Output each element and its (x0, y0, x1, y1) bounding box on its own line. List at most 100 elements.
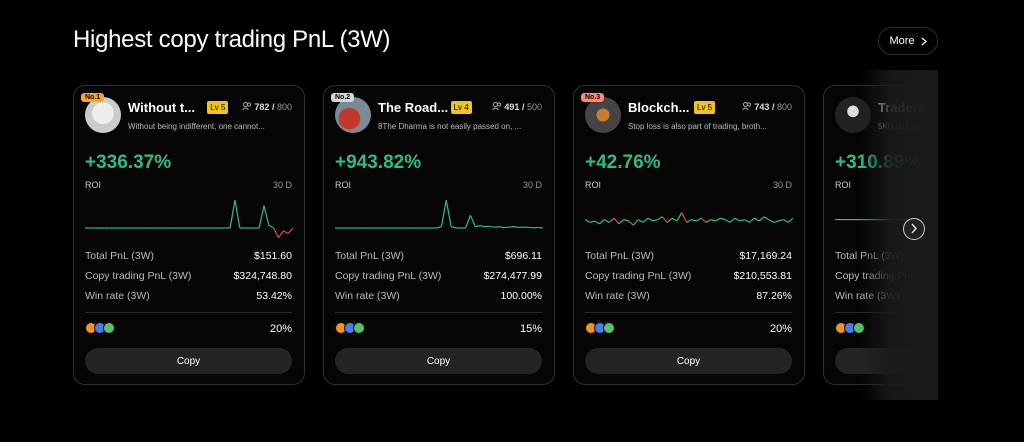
sparkline-segment (229, 199, 236, 229)
stat-label: Copy trading PnL (3W) (335, 270, 442, 282)
sparkline-segment (661, 216, 668, 223)
roi-sparkline (585, 212, 793, 226)
sparkline-segment (695, 217, 702, 222)
trader-card: No.2 The Road... Lv 4 491 / 500 8The Dharma… (323, 85, 555, 385)
sparkline-segment (509, 226, 515, 228)
sparkline-segment (739, 219, 745, 222)
sparkline-segment (589, 220, 595, 223)
trader-name[interactable]: The Road... (378, 100, 449, 115)
sparkline-segment (599, 219, 605, 225)
period: 30 D (272, 180, 292, 190)
sparkline-segment (277, 230, 284, 238)
trader-name[interactable]: Without t... (128, 100, 196, 115)
stat-value: $151.60 (254, 250, 292, 262)
roi-value: +42.76% (585, 152, 661, 173)
stat-label: Total PnL (3W) (85, 250, 155, 262)
sparkline-segment (763, 216, 770, 221)
follower-capacity: 800 (276, 102, 292, 112)
sparkline-segment (787, 217, 793, 223)
level-badge: Lv 5 (207, 101, 229, 114)
sparkline-segment (613, 217, 620, 225)
sparkline-segment (287, 227, 293, 234)
sparkline-segment (513, 226, 519, 229)
rank-badge: No.2 (331, 93, 355, 102)
sparkline-segment (445, 199, 452, 227)
next-arrow[interactable] (903, 218, 925, 240)
sparkline-segment (691, 219, 697, 222)
sparkline-segment (538, 226, 543, 229)
roi-sparkline (335, 199, 543, 229)
followers-icon (742, 102, 752, 111)
period: 30 D (522, 180, 542, 190)
sparkline-segment (642, 217, 649, 223)
sparkline-segment (773, 220, 779, 223)
sparkline-segment (647, 217, 654, 222)
stat-value: 53.42% (256, 290, 292, 302)
sparkline-segment (604, 219, 610, 223)
stat-value: 87.26% (756, 290, 792, 302)
sparkline-segment (475, 225, 481, 228)
copy-button[interactable]: Copy (335, 348, 542, 374)
card-carousel: No.1 Without t... Lv 5 782 / 800 Without be… (0, 70, 938, 400)
sparkline-segment (450, 226, 457, 229)
sparkline-segment (768, 219, 774, 223)
sparkline-segment (715, 217, 721, 222)
sparkline-segment (585, 219, 591, 223)
sparkline-segment (758, 216, 765, 222)
divider (85, 312, 292, 313)
trader-name[interactable]: Blockch... (628, 100, 690, 115)
trader-card: No.1 Without t... Lv 5 782 / 800 Without be… (73, 85, 305, 385)
trader-bio: Without being indifferent, one cannot... (128, 122, 265, 131)
stat-value: $210,553.81 (733, 270, 792, 282)
sparkline-segment (489, 225, 495, 228)
roi-label: ROI (585, 180, 602, 190)
roi-label: ROI (835, 180, 852, 190)
profit-share: 20% (269, 323, 292, 335)
roi-sparkline (85, 199, 293, 238)
sparkline-segment (720, 217, 726, 221)
sparkline-segment (671, 217, 678, 222)
stat-row: Total PnL (3W) $151.60 (85, 250, 292, 262)
sparkline-segment (749, 217, 755, 223)
stat-value: 100.00% (500, 290, 542, 302)
sparkline-segment (263, 205, 270, 226)
sparkline-segment (652, 219, 658, 222)
sparkline-segment (681, 212, 688, 223)
sparkline-segment (705, 219, 712, 223)
stat-row: Total PnL (3W) $696.11 (335, 250, 542, 262)
sparkline-segment (734, 217, 741, 222)
sparkline-segment (724, 219, 731, 223)
stat-value: $696.11 (504, 250, 542, 262)
avatar (335, 97, 371, 133)
coin-icon (353, 322, 365, 334)
followers: 743 / 800 (742, 102, 792, 112)
roi-value: +943.82% (335, 152, 422, 173)
sparkline-segment (744, 219, 750, 223)
copy-button[interactable]: Copy (85, 348, 292, 374)
sparkline-segment (273, 227, 280, 238)
follower-count: 491 / (504, 102, 525, 112)
avatar (585, 97, 621, 133)
sparkline-segment (499, 226, 505, 229)
stat-label: Win rate (3W) (85, 290, 150, 302)
followers: 782 / 800 (242, 102, 292, 112)
sparkline-segment (710, 219, 716, 222)
sparkline-segment (594, 220, 600, 225)
more-button[interactable]: More (878, 27, 938, 55)
copy-button[interactable]: Copy (585, 348, 792, 374)
sparkline-segment (268, 224, 274, 229)
divider (335, 312, 542, 313)
sparkline-segment (628, 220, 634, 226)
period: 30 D (772, 180, 792, 190)
stat-row: Copy trading PnL (3W) $324,748.80 (85, 270, 292, 282)
stat-label: Win rate (3W) (335, 290, 400, 302)
coin-icon (103, 322, 115, 334)
sparkline-segment (618, 219, 625, 225)
avatar (85, 97, 121, 133)
sparkline-segment (623, 219, 629, 222)
more-label[interactable]: More (889, 35, 915, 47)
stat-row: Copy trading PnL (3W) $274,477.99 (335, 270, 542, 282)
sparkline-segment (440, 199, 447, 227)
section-title: Highest copy trading PnL (3W) (73, 26, 391, 53)
